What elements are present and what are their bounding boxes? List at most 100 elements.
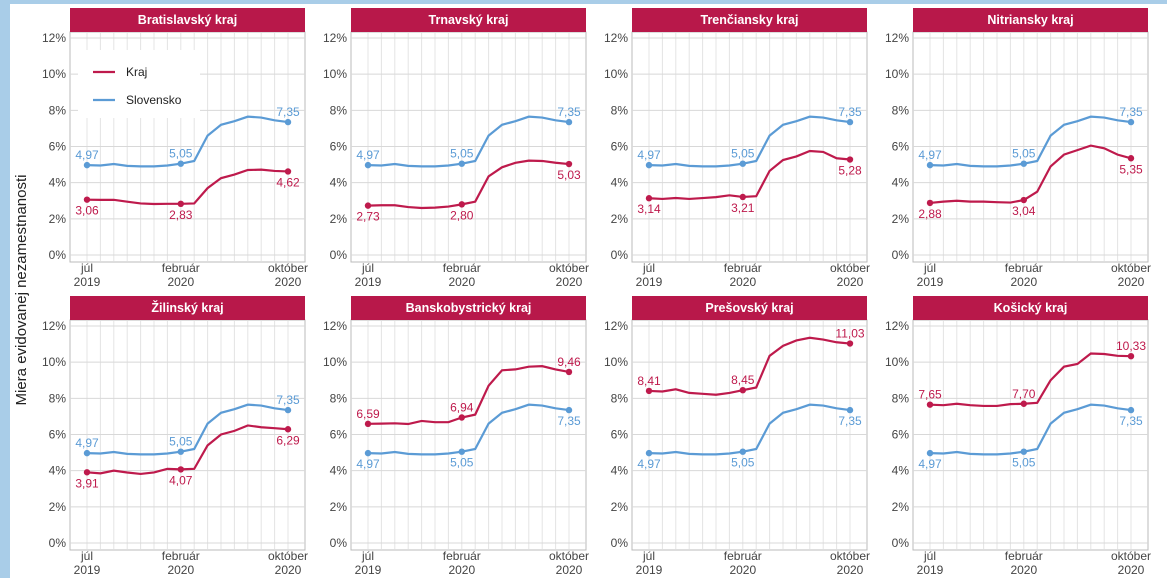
series-line [367,115,570,168]
y-tick-label: 0% [330,536,348,550]
x-tick-label: február 2020 [724,261,762,289]
value-label: 7,35 [276,105,300,119]
strip [632,8,867,32]
strip [913,8,1148,32]
y-tick-label: 6% [49,428,67,442]
value-label: 7,35 [1119,414,1143,428]
value-label: 3,14 [637,202,661,216]
y-tick-label: 2% [611,500,629,514]
strip [632,296,867,320]
point [458,201,465,208]
series-line [929,144,1132,205]
point [645,387,653,395]
y-tick-label: 12% [323,319,347,333]
panel-title: Trenčiansky kraj [701,13,799,27]
y-tick-label: 2% [892,500,910,514]
value-label: 5,03 [557,168,581,182]
series-line [929,115,1132,168]
y-tick-label: 10% [885,355,909,369]
point [846,340,854,347]
x-tick-label: júl 2019 [917,261,944,289]
x-tick-label: február 2020 [443,549,481,577]
y-tick-label: 10% [885,67,909,81]
value-label: 5,28 [838,164,862,178]
panel-title: Banskobystrický kraj [406,301,532,315]
value-label: 4,97 [637,457,661,471]
series-line [929,352,1132,408]
y-tick-label: 2% [49,500,67,514]
value-label: 9,46 [557,355,581,369]
value-label: 6,59 [356,407,380,421]
point [926,161,934,169]
value-label: 4,97 [637,148,661,162]
y-tick-label: 12% [885,31,909,45]
point [1127,352,1135,360]
value-label: 7,35 [1119,105,1143,119]
panel-title: Trnavský kraj [429,13,509,27]
y-tick-label: 8% [49,391,67,405]
point [565,406,573,414]
point [1127,155,1135,162]
value-label: 8,41 [637,374,661,388]
legend-label: Kraj [126,65,147,79]
y-tick-label: 4% [49,464,67,478]
value-label: 8,45 [731,373,755,387]
value-label: 7,35 [838,105,862,119]
y-tick-label: 2% [611,212,629,226]
point [926,449,934,457]
x-tick-label: október 2020 [549,261,589,289]
point [926,401,934,408]
point [284,426,292,433]
y-tick-label: 0% [611,248,629,262]
series-line [86,403,289,456]
point [458,414,465,421]
y-tick-label: 12% [42,31,66,45]
series-line [648,403,851,456]
y-tick-label: 4% [49,176,67,190]
y-tick-label: 2% [49,212,67,226]
y-axis-label: Miera evidovanej nezamestnanosti [13,175,30,406]
y-tick-label: 6% [892,428,910,442]
y-tick-label: 0% [330,248,348,262]
value-label: 2,88 [918,207,942,221]
point [1127,406,1135,414]
point [1020,160,1027,167]
strip [351,8,586,32]
x-tick-label: október 2020 [268,549,308,577]
y-tick-label: 4% [892,176,910,190]
value-label: 4,97 [918,148,942,162]
point [177,466,184,473]
point [926,199,934,207]
x-tick-label: október 2020 [549,549,589,577]
point [364,449,372,457]
value-label: 7,35 [557,414,581,428]
y-tick-label: 4% [611,464,629,478]
value-label: 4,97 [356,457,380,471]
x-tick-label: júl 2019 [636,549,663,577]
y-tick-label: 12% [604,319,628,333]
y-tick-label: 8% [892,391,910,405]
strip [70,8,305,32]
y-tick-label: 6% [611,428,629,442]
value-label: 7,35 [838,414,862,428]
y-tick-label: 2% [330,212,348,226]
x-tick-label: február 2020 [724,549,762,577]
y-tick-label: 0% [892,248,910,262]
point [83,161,91,169]
value-label: 4,07 [169,473,193,487]
x-tick-label: február 2020 [443,261,481,289]
point [565,368,573,376]
y-tick-label: 12% [42,319,66,333]
value-label: 11,03 [835,327,864,341]
x-tick-label: február 2020 [1005,549,1043,577]
point [846,406,854,414]
panel-title: Žilinský kraj [151,300,223,315]
value-label: 5,05 [731,147,755,161]
strip [351,296,586,320]
legend-box [78,50,200,118]
y-tick-label: 6% [330,428,348,442]
value-label: 5,05 [169,435,193,449]
x-tick-label: február 2020 [1005,261,1043,289]
value-label: 4,97 [75,148,99,162]
value-label: 2,73 [356,210,380,224]
